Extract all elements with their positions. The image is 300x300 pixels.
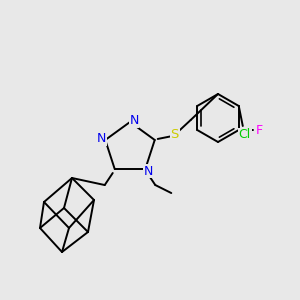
Text: N: N bbox=[97, 133, 106, 146]
Text: N: N bbox=[129, 115, 139, 128]
Text: F: F bbox=[256, 124, 263, 136]
Text: N: N bbox=[144, 164, 153, 178]
Text: S: S bbox=[170, 128, 179, 142]
Text: Cl: Cl bbox=[239, 128, 251, 142]
